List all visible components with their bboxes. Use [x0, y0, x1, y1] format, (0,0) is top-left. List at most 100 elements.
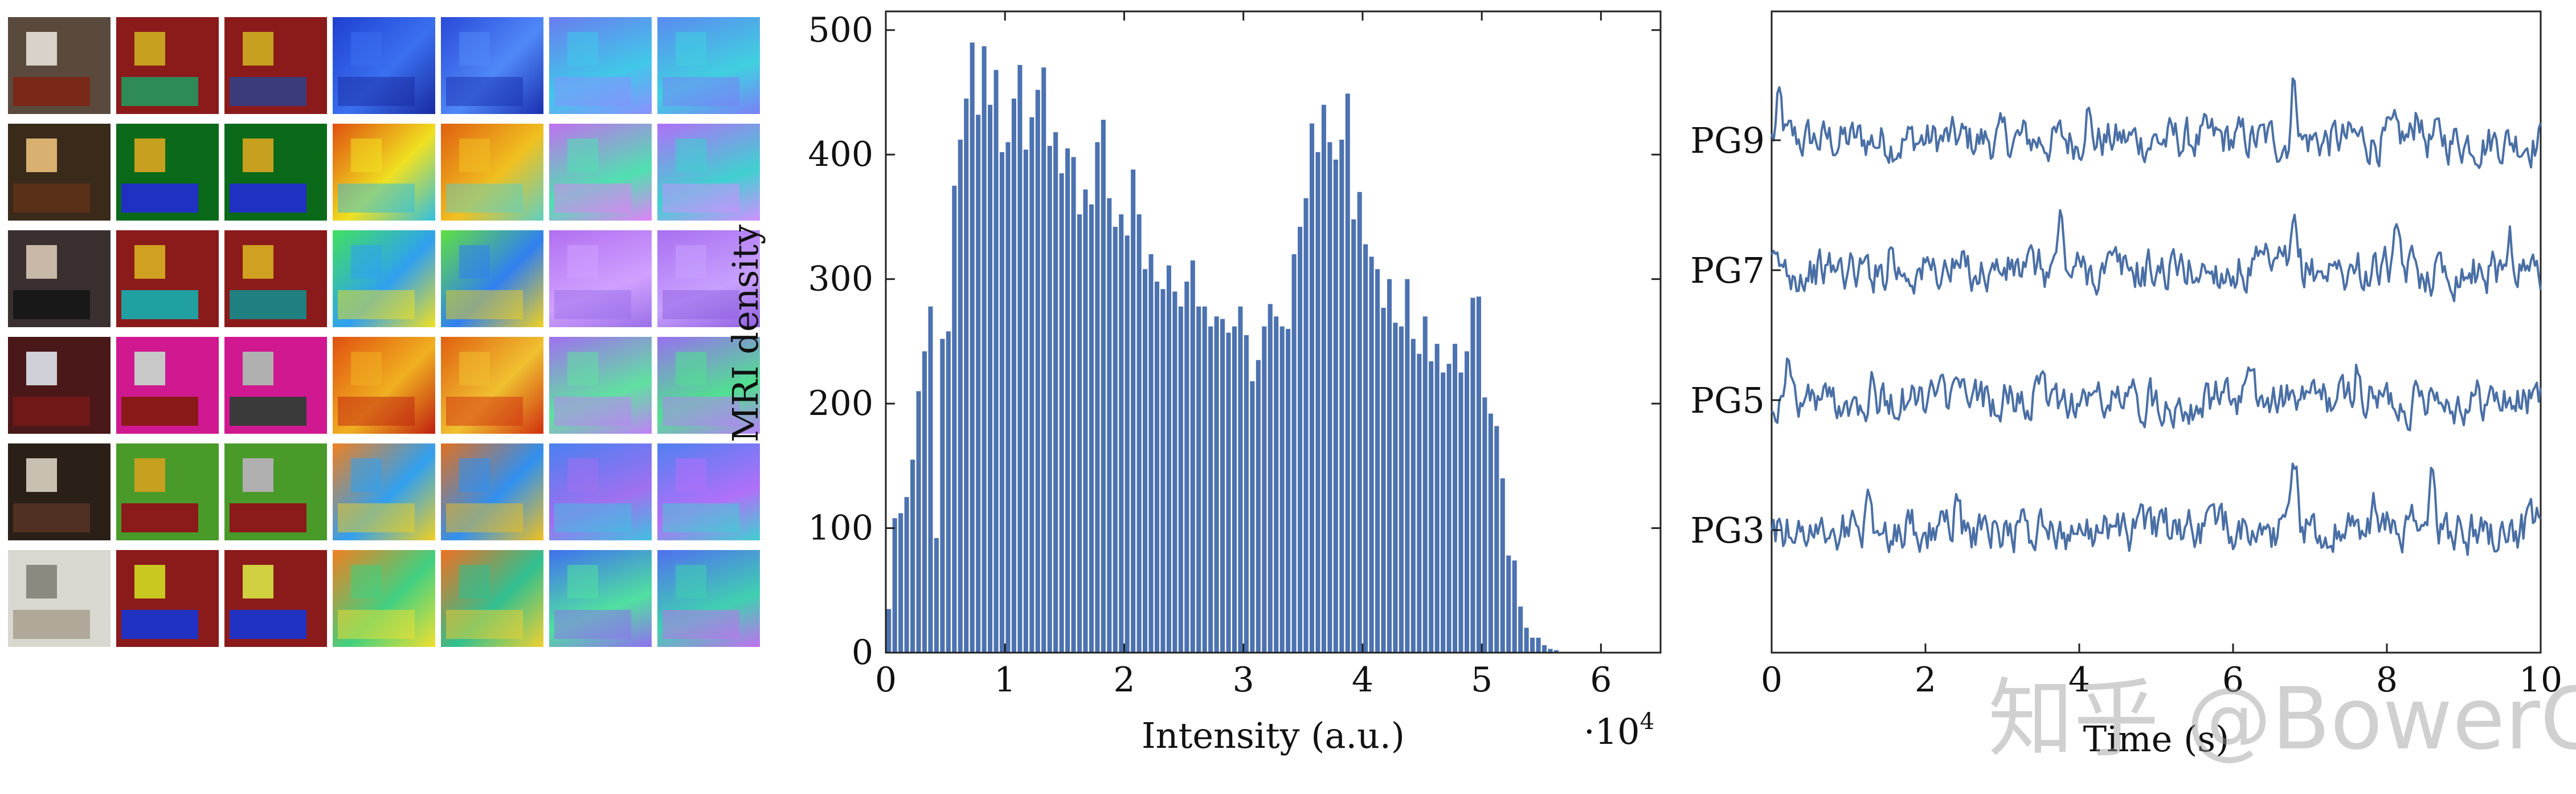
histogram-bar: [982, 46, 987, 653]
histogram-x-tick-label: 6: [1590, 660, 1612, 700]
histogram-y-tick-label: 200: [808, 384, 873, 424]
histogram-bar: [964, 98, 969, 653]
histogram-bar: [1178, 306, 1183, 653]
grid-tile-library-segmentation: [224, 443, 327, 540]
grid-tile-bedroom-depth: [333, 124, 435, 221]
tile-region: [26, 564, 58, 598]
histogram-bar: [1172, 291, 1177, 653]
histogram-bar: [886, 609, 892, 653]
histogram-bar: [1434, 344, 1440, 653]
histogram-bar: [1309, 123, 1315, 653]
histogram-bar: [1548, 649, 1553, 653]
histogram-bar: [1059, 173, 1064, 653]
histogram-bar: [940, 339, 945, 653]
tile-region: [243, 564, 274, 598]
tile-region: [243, 351, 274, 385]
tile-region: [676, 31, 707, 66]
tile-region: [663, 610, 739, 640]
histogram-bar: [1232, 326, 1237, 653]
tile-region: [663, 290, 739, 320]
histogram-bar: [1035, 89, 1040, 653]
histogram-bar: [1262, 326, 1267, 653]
grid-tile-office-normals: [657, 17, 760, 114]
histogram-x-tick-label: 2: [1113, 660, 1135, 700]
histogram-bar: [1071, 157, 1076, 653]
histogram-bar: [1041, 67, 1046, 653]
histogram-bar: [976, 115, 981, 653]
histogram-bar: [1333, 159, 1338, 653]
grid-tile-dining-rgb: [8, 337, 111, 434]
histogram-bar: [1422, 316, 1428, 653]
grid-tile-living-room-depth: [441, 230, 543, 327]
grid-tile-living-room-segmentation: [224, 230, 327, 327]
histogram-bar: [1387, 279, 1392, 653]
tile-region: [230, 290, 306, 320]
histogram-bar: [1101, 120, 1106, 653]
histogram-bar: [1250, 381, 1255, 653]
grid-tile-bathroom-segmentation: [116, 550, 219, 647]
grid-tile-library-normals: [657, 443, 760, 540]
tile-region: [13, 184, 90, 213]
histogram-bar: [904, 496, 909, 653]
grid-tile-bathroom-normals: [657, 550, 760, 647]
grid-tile-office-depth: [441, 17, 543, 114]
tile-region: [338, 77, 415, 107]
grid-tile-living-room-rgb: [8, 230, 111, 327]
histogram-bar: [1482, 397, 1487, 653]
histogram-bars: [886, 42, 1559, 653]
histogram-bar: [1315, 152, 1320, 653]
grid-tile-library-depth: [333, 443, 435, 540]
histogram-bar: [1214, 316, 1219, 653]
tile-region: [26, 31, 58, 66]
histogram-bar: [1410, 339, 1416, 653]
histogram-bar: [1500, 478, 1505, 653]
histogram-bar: [1148, 254, 1154, 653]
tile-region: [554, 290, 631, 320]
histogram-bar: [1369, 256, 1374, 653]
tile-region: [230, 503, 306, 533]
tile-region: [446, 290, 523, 320]
grid-tile-bathroom-depth: [441, 550, 543, 647]
tile-region: [676, 245, 707, 279]
tile-region: [676, 458, 707, 492]
histogram-bar: [1208, 326, 1213, 653]
tile-region: [676, 564, 707, 598]
histogram-bar: [1226, 332, 1231, 653]
histogram-bar: [1488, 413, 1493, 653]
histogram-bar: [1417, 353, 1422, 653]
histogram-y-tick-label: 500: [808, 10, 873, 50]
histogram-bar: [1136, 214, 1142, 653]
histogram-ticks: 0 1 2 3 4 5 6 0 100 200 300 400 500: [808, 10, 1661, 700]
grid-tile-library-normals: [549, 443, 652, 540]
tile-region: [663, 77, 739, 107]
tile-region: [676, 138, 707, 172]
histogram-bar: [1131, 169, 1136, 653]
tile-region: [230, 184, 306, 213]
histogram-bar: [1327, 142, 1332, 653]
tile-region: [26, 351, 58, 385]
histogram-bar: [1274, 316, 1279, 653]
histogram-bar: [1154, 282, 1160, 653]
tile-region: [121, 397, 198, 426]
histogram-bar: [1107, 198, 1112, 653]
histogram-bar: [1053, 132, 1058, 653]
grid-tile-bedroom-segmentation: [116, 124, 219, 221]
histogram-bar: [1381, 307, 1386, 653]
histogram-bar: [922, 351, 927, 653]
histogram-bar: [1017, 64, 1023, 653]
tile-region: [338, 610, 415, 640]
histogram-bar: [1267, 304, 1273, 653]
histogram-xlabel: Intensity (a.u.): [1142, 715, 1405, 756]
tile-region: [13, 503, 90, 533]
tile-region: [13, 610, 90, 640]
histogram-bar: [1184, 282, 1189, 653]
tile-region: [121, 77, 198, 107]
tile-region: [243, 245, 274, 279]
histogram-bar: [999, 152, 1005, 653]
tile-region: [243, 138, 274, 172]
tile-region: [351, 138, 382, 172]
tile-region: [243, 458, 274, 492]
histogram-bar: [988, 104, 993, 653]
tile-region: [13, 77, 90, 107]
grid-tile-bathroom-rgb: [8, 550, 111, 647]
